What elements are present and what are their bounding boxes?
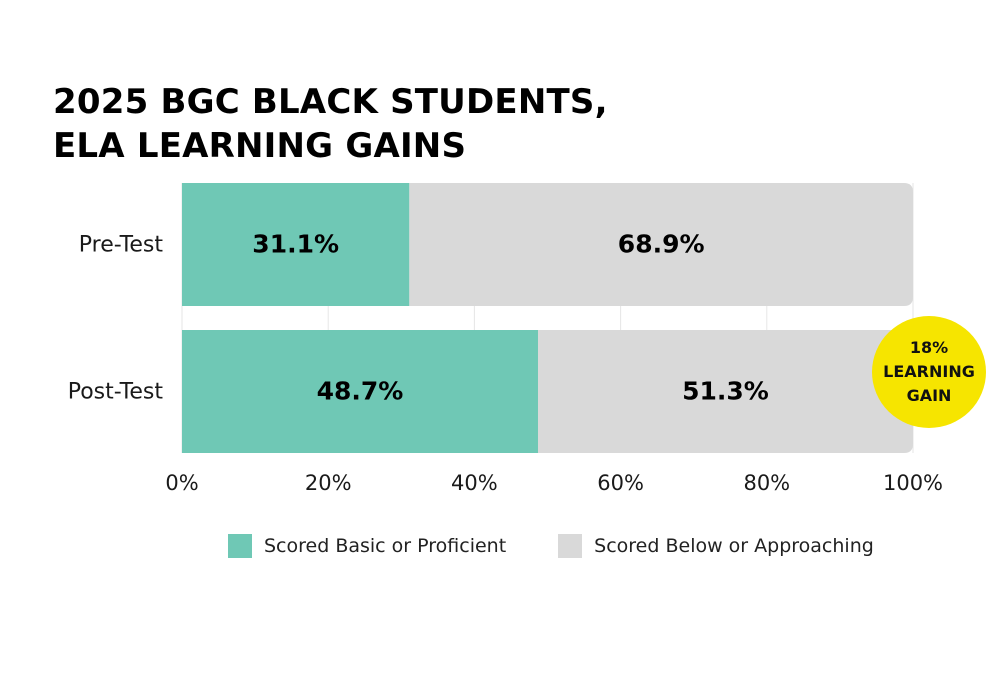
- legend-label-below-approaching: Scored Below or Approaching: [594, 535, 874, 557]
- data-label-post-test-scored-below-or-approaching: 51.3%: [682, 377, 769, 406]
- legend-item-below-approaching: Scored Below or Approaching: [558, 534, 874, 558]
- bar-pre-test-scored-below-or-approaching: [409, 183, 913, 306]
- chart-legend: Scored Basic or Proficient Scored Below …: [228, 534, 874, 558]
- x-tick-label-40: 40%: [451, 471, 498, 495]
- chart-title: 2025 BGC BLACK STUDENTS, ELA LEARNING GA…: [53, 80, 608, 168]
- chart-title-line-1: 2025 BGC BLACK STUDENTS,: [53, 82, 608, 122]
- legend-swatch-below-approaching: [558, 534, 583, 558]
- data-label-post-test-scored-basic-or-proficient: 48.7%: [317, 377, 404, 406]
- bar-post-test-scored-below-or-approaching: [537, 330, 913, 453]
- legend-swatch-basic-proficient: [228, 534, 252, 558]
- bar-pre-test-scored-basic-or-proficient: [182, 183, 410, 306]
- chart-title-line-2: ELA LEARNING GAINS: [53, 126, 467, 166]
- learning-gain-badge: 18% LEARNING GAIN: [872, 316, 986, 428]
- learning-gain-label-1: LEARNING: [883, 362, 975, 381]
- legend-label-basic-proficient: Scored Basic or Proficient: [264, 535, 507, 557]
- x-tick-label-20: 20%: [305, 471, 352, 495]
- learning-gain-value: 18%: [909, 338, 949, 357]
- legend-item-basic-proficient: Scored Basic or Proficient: [228, 534, 506, 558]
- bar-post-test-scored-basic-or-proficient: [182, 330, 538, 453]
- x-tick-label-60: 60%: [597, 471, 644, 495]
- learning-gain-label-2: GAIN: [906, 386, 952, 405]
- data-label-pre-test-scored-below-or-approaching: 68.9%: [618, 230, 705, 259]
- x-tick-label-80: 80%: [743, 471, 790, 495]
- x-tick-label-0: 0%: [165, 471, 198, 495]
- category-label-pre-test: Pre-Test: [79, 233, 164, 258]
- category-label-post-test: Post-Test: [68, 380, 164, 405]
- x-tick-label-100: 100%: [883, 471, 943, 495]
- data-label-pre-test-scored-basic-or-proficient: 31.1%: [252, 230, 339, 259]
